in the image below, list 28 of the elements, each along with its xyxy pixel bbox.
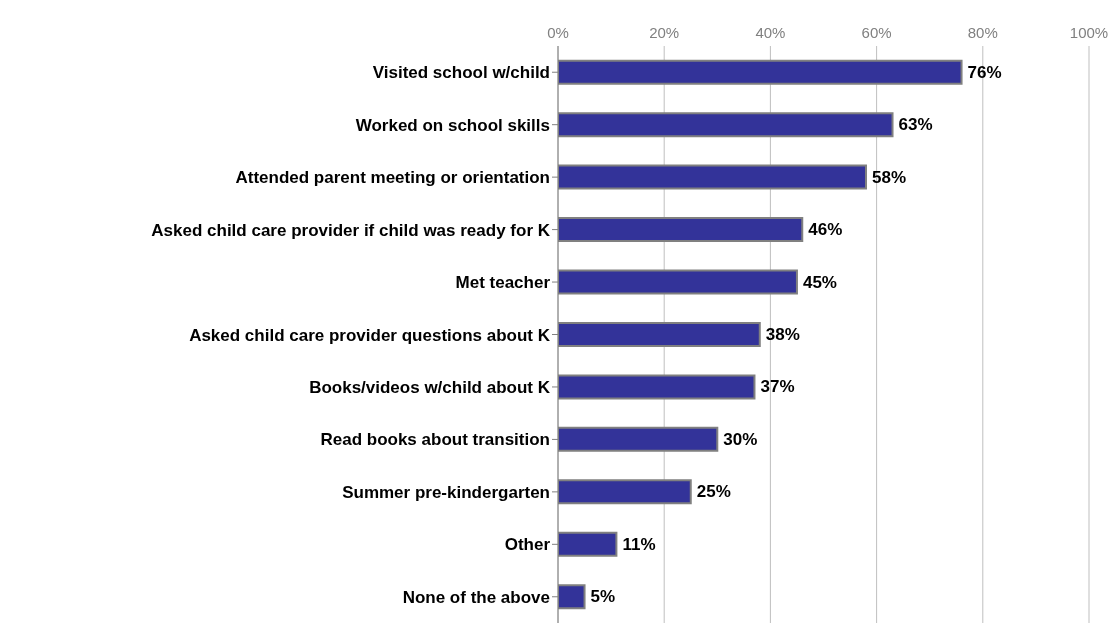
x-tick-label: 80% (967, 24, 998, 41)
data-label: 30% (723, 429, 758, 449)
y-tick-label: Asked child care provider if child was ready for K (151, 220, 551, 240)
x-tick-label: 100% (1069, 24, 1109, 41)
y-tick-label: Books/videos w/child about K (309, 377, 551, 397)
data-label: 58% (871, 167, 907, 187)
y-tick-label: Met teacher (455, 273, 551, 293)
data-label: 38% (765, 324, 800, 344)
y-tick-label: Summer pre-kindergarten (342, 482, 550, 502)
data-label: 37% (760, 377, 795, 397)
data-label: 76% (967, 62, 1002, 82)
x-tick-label: 20% (649, 24, 680, 41)
data-label: 63% (898, 115, 933, 135)
y-tick-label: Read books about transition (320, 430, 550, 450)
y-tick-label: Asked child care provider questions about K (189, 325, 551, 345)
data-label: 45% (802, 272, 837, 292)
x-tick-label: 0% (547, 24, 569, 41)
data-label: 46% (808, 220, 843, 240)
y-tick-label: Visited school w/child (372, 63, 550, 83)
y-tick-label: Worked on school skills (355, 115, 550, 135)
data-label: 11% (622, 534, 656, 554)
y-tick-label: Other (504, 535, 551, 555)
y-tick-label: Attended parent meeting or orientation (235, 168, 550, 188)
x-tick-label: 40% (755, 24, 786, 41)
y-tick-label: None of the above (402, 587, 550, 607)
data-label: 25% (696, 482, 731, 502)
x-tick-label: 60% (861, 24, 892, 41)
data-label: 5% (590, 587, 616, 607)
